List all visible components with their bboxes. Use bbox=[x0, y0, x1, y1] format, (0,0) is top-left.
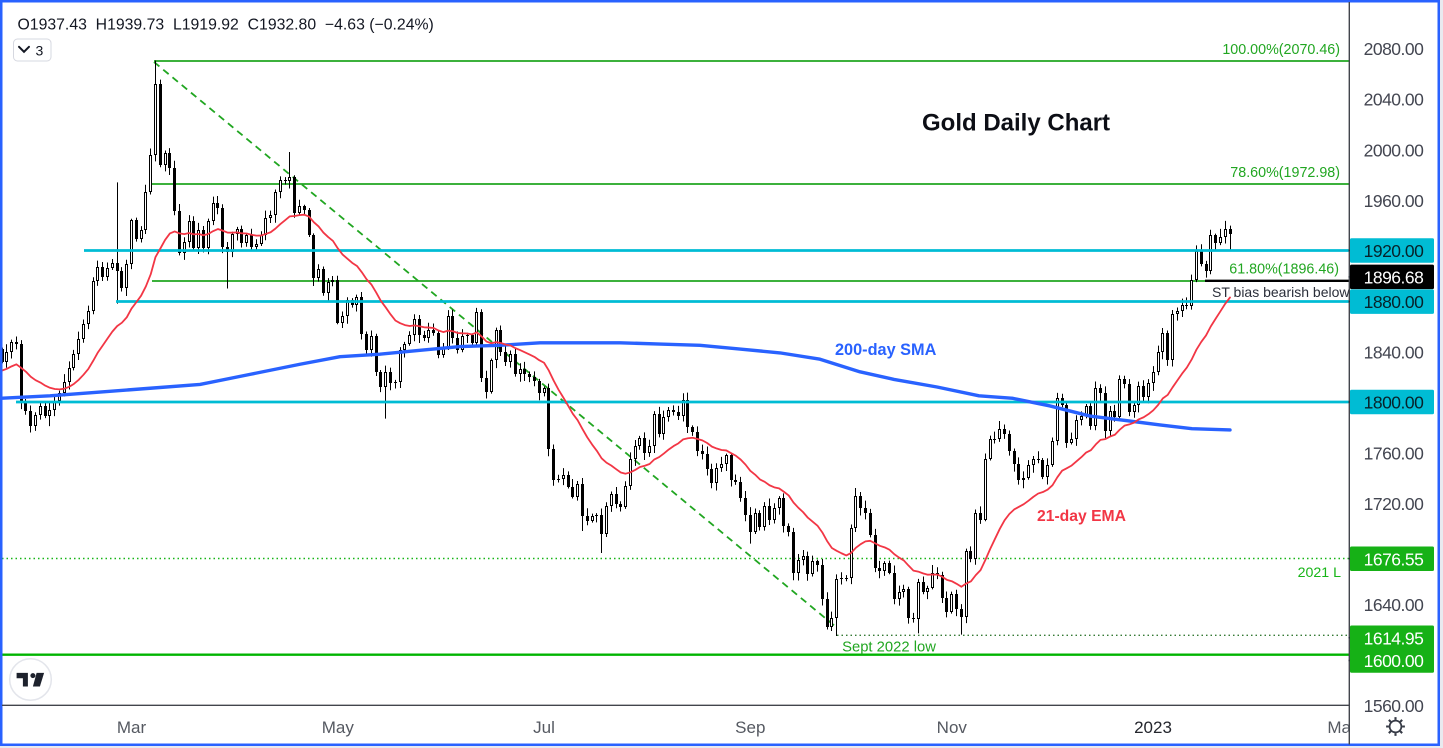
svg-text:Nov: Nov bbox=[937, 718, 968, 737]
svg-text:ST bias bearish below 1896: ST bias bearish below 1896 bbox=[1212, 284, 1385, 300]
svg-text:2040.00: 2040.00 bbox=[1364, 90, 1425, 110]
svg-text:1896.68: 1896.68 bbox=[1364, 268, 1424, 288]
svg-text:1600.00: 1600.00 bbox=[1364, 651, 1425, 671]
svg-text:21-day EMA: 21-day EMA bbox=[1037, 508, 1126, 525]
svg-text:1960.00: 1960.00 bbox=[1364, 191, 1425, 211]
svg-text:61.80%(1896.46): 61.80%(1896.46) bbox=[1229, 262, 1339, 278]
svg-text:1640.00: 1640.00 bbox=[1364, 595, 1425, 615]
svg-text:2021 L: 2021 L bbox=[1298, 565, 1342, 581]
svg-text:2000.00: 2000.00 bbox=[1364, 140, 1425, 160]
svg-text:Mar: Mar bbox=[1327, 718, 1357, 737]
svg-text:1840.00: 1840.00 bbox=[1364, 342, 1425, 362]
svg-text:1676.55: 1676.55 bbox=[1364, 549, 1424, 569]
svg-text:1880.00: 1880.00 bbox=[1364, 292, 1425, 312]
svg-text:Mar: Mar bbox=[117, 718, 147, 737]
svg-text:1614.95: 1614.95 bbox=[1364, 628, 1424, 648]
svg-text:May: May bbox=[322, 718, 355, 737]
svg-text:1800.00: 1800.00 bbox=[1364, 393, 1425, 413]
svg-text:100.00%(2070.46): 100.00%(2070.46) bbox=[1222, 42, 1340, 58]
svg-text:O1937.43 H1939.73 L1919.92: O1937.43 H1939.73 L1919.92 C1932.80 −4.6… bbox=[18, 17, 434, 34]
svg-text:2023: 2023 bbox=[1134, 718, 1172, 737]
svg-text:Jul: Jul bbox=[533, 718, 555, 737]
svg-text:1560.00: 1560.00 bbox=[1364, 696, 1425, 716]
svg-text:200-day SMA: 200-day SMA bbox=[835, 341, 937, 359]
svg-text:Sept 2022 low: Sept 2022 low bbox=[842, 640, 936, 656]
svg-text:1920.00: 1920.00 bbox=[1364, 241, 1425, 261]
svg-text:1760.00: 1760.00 bbox=[1364, 444, 1425, 464]
svg-text:Sep: Sep bbox=[735, 718, 765, 737]
svg-text:2080.00: 2080.00 bbox=[1364, 39, 1425, 59]
svg-text:3: 3 bbox=[36, 43, 44, 59]
svg-text:1720.00: 1720.00 bbox=[1364, 494, 1425, 514]
svg-text:Gold Daily Chart: Gold Daily Chart bbox=[922, 110, 1110, 137]
svg-text:78.60%(1972.98): 78.60%(1972.98) bbox=[1230, 165, 1340, 181]
